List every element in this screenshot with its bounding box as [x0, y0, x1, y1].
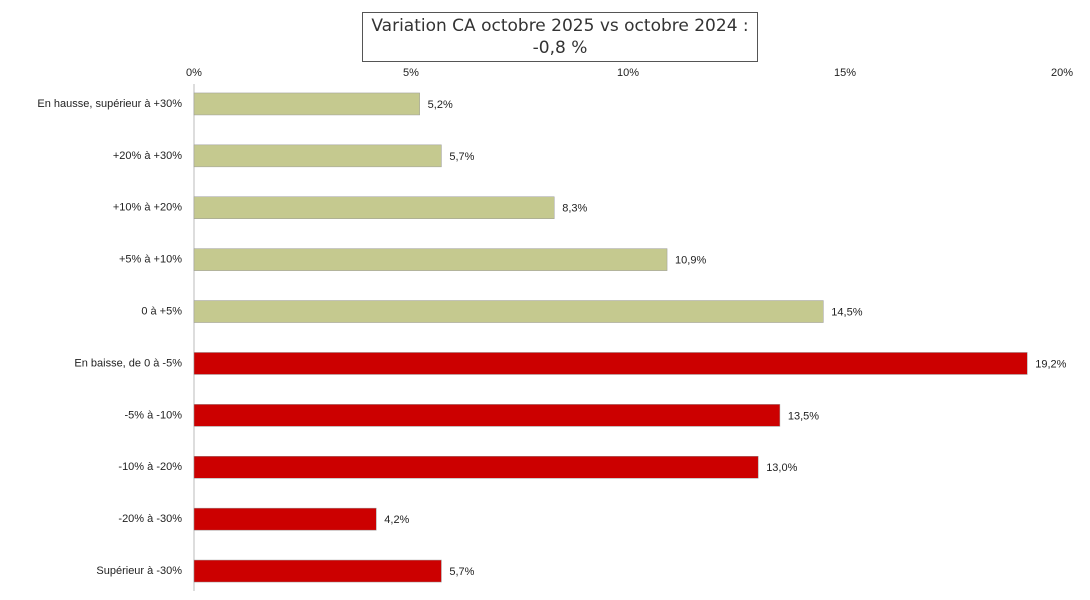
- y-tick-label: +20% à +30%: [113, 150, 182, 162]
- y-tick-label: +10% à +20%: [113, 202, 182, 214]
- bar: [193, 404, 781, 427]
- bar: [193, 507, 377, 531]
- bar: [193, 559, 442, 583]
- value-label: 19,2%: [1035, 358, 1066, 370]
- x-tick-label: 0%: [186, 67, 202, 79]
- chart-title: Variation CA octobre 2025 vs octobre 202…: [362, 12, 758, 62]
- value-label: 10,9%: [675, 255, 706, 267]
- y-tick-label: 0 à +5%: [141, 305, 182, 317]
- bar: [193, 196, 555, 219]
- y-tick-label: -5% à -10%: [125, 409, 183, 421]
- y-tick-label: +5% à +10%: [119, 254, 182, 266]
- bar: [193, 144, 442, 168]
- value-label: 4,2%: [384, 514, 409, 526]
- y-tick-label: -20% à -30%: [118, 513, 182, 525]
- value-label: 8,3%: [562, 203, 587, 215]
- y-tick-label: En hausse, supérieur à +30%: [37, 98, 182, 110]
- y-tick-label: Supérieur à -30%: [96, 565, 182, 577]
- x-tick-label: 10%: [617, 67, 639, 79]
- bar: [193, 248, 668, 271]
- y-tick-label: En baisse, de 0 à -5%: [74, 357, 182, 369]
- bar: [193, 300, 824, 323]
- value-label: 5,2%: [428, 99, 453, 111]
- x-tick-label: 15%: [834, 67, 856, 79]
- value-label: 5,7%: [449, 566, 474, 578]
- value-label: 13,0%: [766, 462, 797, 474]
- value-label: 14,5%: [831, 306, 862, 318]
- value-label: 5,7%: [449, 151, 474, 163]
- value-label: 13,5%: [788, 410, 819, 422]
- x-tick-label: 20%: [1051, 67, 1073, 79]
- bar: [193, 352, 1028, 375]
- y-tick-label: -10% à -20%: [118, 461, 182, 473]
- x-tick-label: 5%: [403, 67, 419, 79]
- bar: [193, 92, 420, 116]
- bar: [193, 456, 759, 479]
